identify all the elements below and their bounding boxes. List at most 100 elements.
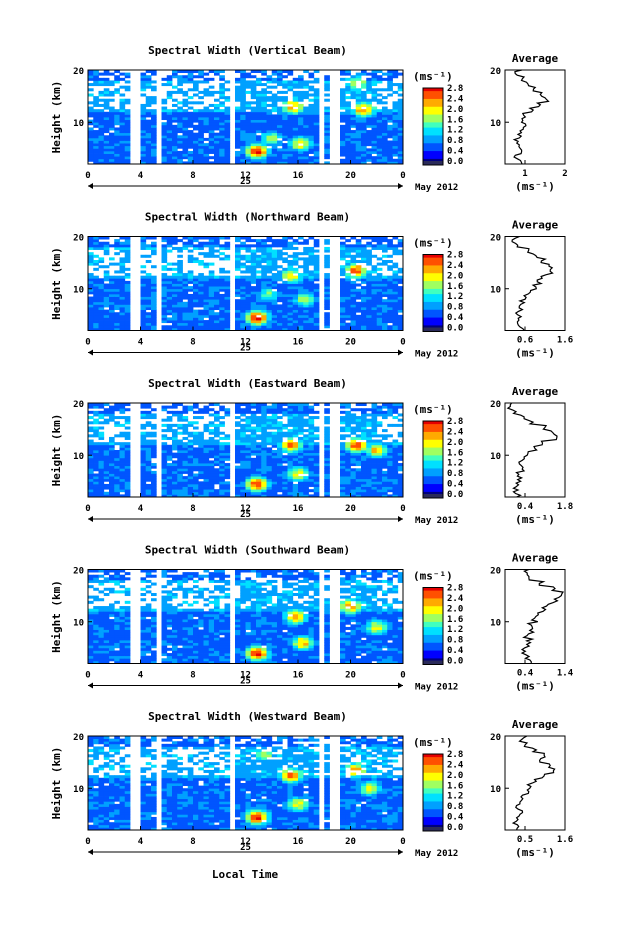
heatmap-cell <box>266 260 273 264</box>
heatmap-cell <box>292 148 299 152</box>
heatmap-cell <box>235 301 241 305</box>
heatmap-cell <box>292 442 299 446</box>
heatmap-cell <box>172 439 178 443</box>
heatmap-cell <box>392 463 399 467</box>
heatmap-cell <box>392 273 399 277</box>
heatmap-cell <box>303 436 309 440</box>
heatmap-cell <box>198 465 204 469</box>
heatmap-cell <box>355 473 362 477</box>
heatmap-cell <box>355 127 362 131</box>
heatmap-cell <box>324 111 330 115</box>
heatmap-cell <box>240 80 246 84</box>
heatmap-cell <box>350 304 357 308</box>
heatmap-cell <box>303 307 309 311</box>
heatmap-cell <box>88 470 94 474</box>
heatmap-cell <box>245 148 252 152</box>
heatmap-cell <box>292 460 299 464</box>
heatmap-cell <box>324 410 330 414</box>
heatmap-cell <box>140 106 147 110</box>
heatmap-cell <box>235 436 241 440</box>
heatmap-cell <box>382 127 388 131</box>
heatmap-cell <box>224 327 231 331</box>
heatmap-cell <box>219 286 225 290</box>
heatmap-cell <box>182 77 189 81</box>
heatmap-cell <box>124 481 131 485</box>
heatmap-cell <box>292 322 299 326</box>
heatmap-cell <box>298 124 304 128</box>
heatmap-cell <box>119 111 126 115</box>
heatmap-cell <box>151 249 157 253</box>
heatmap-cell <box>245 463 252 467</box>
heatmap-cell <box>187 423 194 427</box>
heatmap-cell <box>266 442 273 446</box>
heatmap-cell <box>172 470 178 474</box>
heatmap-cell <box>292 403 299 407</box>
heatmap-cell <box>271 486 278 490</box>
heatmap-cell <box>198 80 204 84</box>
heatmap-cell <box>266 320 273 324</box>
heatmap-cell <box>298 278 304 282</box>
heatmap-cell <box>271 296 278 300</box>
heatmap-cell <box>250 150 257 154</box>
heatmap-cell <box>355 314 362 318</box>
heatmap-cell <box>145 275 152 279</box>
heatmap-cell <box>224 278 231 282</box>
heatmap-cell <box>193 278 199 282</box>
heatmap-cell <box>355 265 362 269</box>
heatmap-cell <box>366 111 372 115</box>
heatmap-cell <box>103 483 110 487</box>
heatmap-cell <box>140 140 147 144</box>
heatmap-cell <box>282 312 288 316</box>
heatmap-cell <box>382 299 388 303</box>
heatmap-cell <box>376 468 383 472</box>
heatmap-cell <box>324 140 330 144</box>
heatmap-cell <box>250 476 257 480</box>
heatmap-cell <box>88 130 94 134</box>
heatmap-cell <box>93 647 99 651</box>
heatmap-cell <box>235 156 241 160</box>
heatmap-cell <box>198 252 204 256</box>
heatmap-cell <box>187 299 194 303</box>
heatmap-cell <box>98 320 105 324</box>
heatmap-cell <box>193 468 199 472</box>
heatmap-cell <box>308 114 315 118</box>
heatmap-cell <box>245 236 252 240</box>
heatmap-cell <box>145 465 152 469</box>
heatmap-cell <box>313 478 320 482</box>
heatmap-cell <box>277 127 283 131</box>
heatmap-cell <box>145 468 152 472</box>
heatmap-cell <box>271 119 278 123</box>
heatmap-cell <box>261 117 267 121</box>
heatmap-cell <box>366 83 372 87</box>
heatmap-cell <box>193 416 199 420</box>
heatmap-cell <box>355 90 362 94</box>
heatmap-cell <box>376 413 383 417</box>
heatmap-cell <box>187 119 194 123</box>
heatmap-cell <box>93 452 99 456</box>
heatmap-cell <box>166 135 173 139</box>
heatmap-cell <box>219 465 225 469</box>
heatmap-cell <box>382 489 388 493</box>
heatmap-cell <box>308 304 315 308</box>
heatmap-cell <box>203 145 210 149</box>
heatmap-cell <box>355 124 362 128</box>
heatmap-cell <box>361 423 367 427</box>
heatmap-cell <box>324 148 330 152</box>
heatmap-cell <box>240 457 246 461</box>
heatmap-cell <box>172 486 178 490</box>
average-x-label: (ms⁻¹) <box>515 513 555 526</box>
heatmap-cell <box>198 280 204 284</box>
heatmap-cell <box>177 119 183 123</box>
heatmap-cell <box>119 119 126 123</box>
heatmap-cell <box>345 83 351 87</box>
heatmap-cell <box>266 423 273 427</box>
colorbar-segment <box>423 319 443 323</box>
heatmap-cell <box>308 291 315 295</box>
heatmap-cell <box>235 278 241 282</box>
heatmap-cell <box>256 481 262 485</box>
heatmap-cell <box>324 145 330 149</box>
heatmap-cell <box>103 322 110 326</box>
heatmap-cell <box>208 262 215 266</box>
heatmap-cell <box>235 244 241 248</box>
heatmap-cell <box>88 93 94 97</box>
